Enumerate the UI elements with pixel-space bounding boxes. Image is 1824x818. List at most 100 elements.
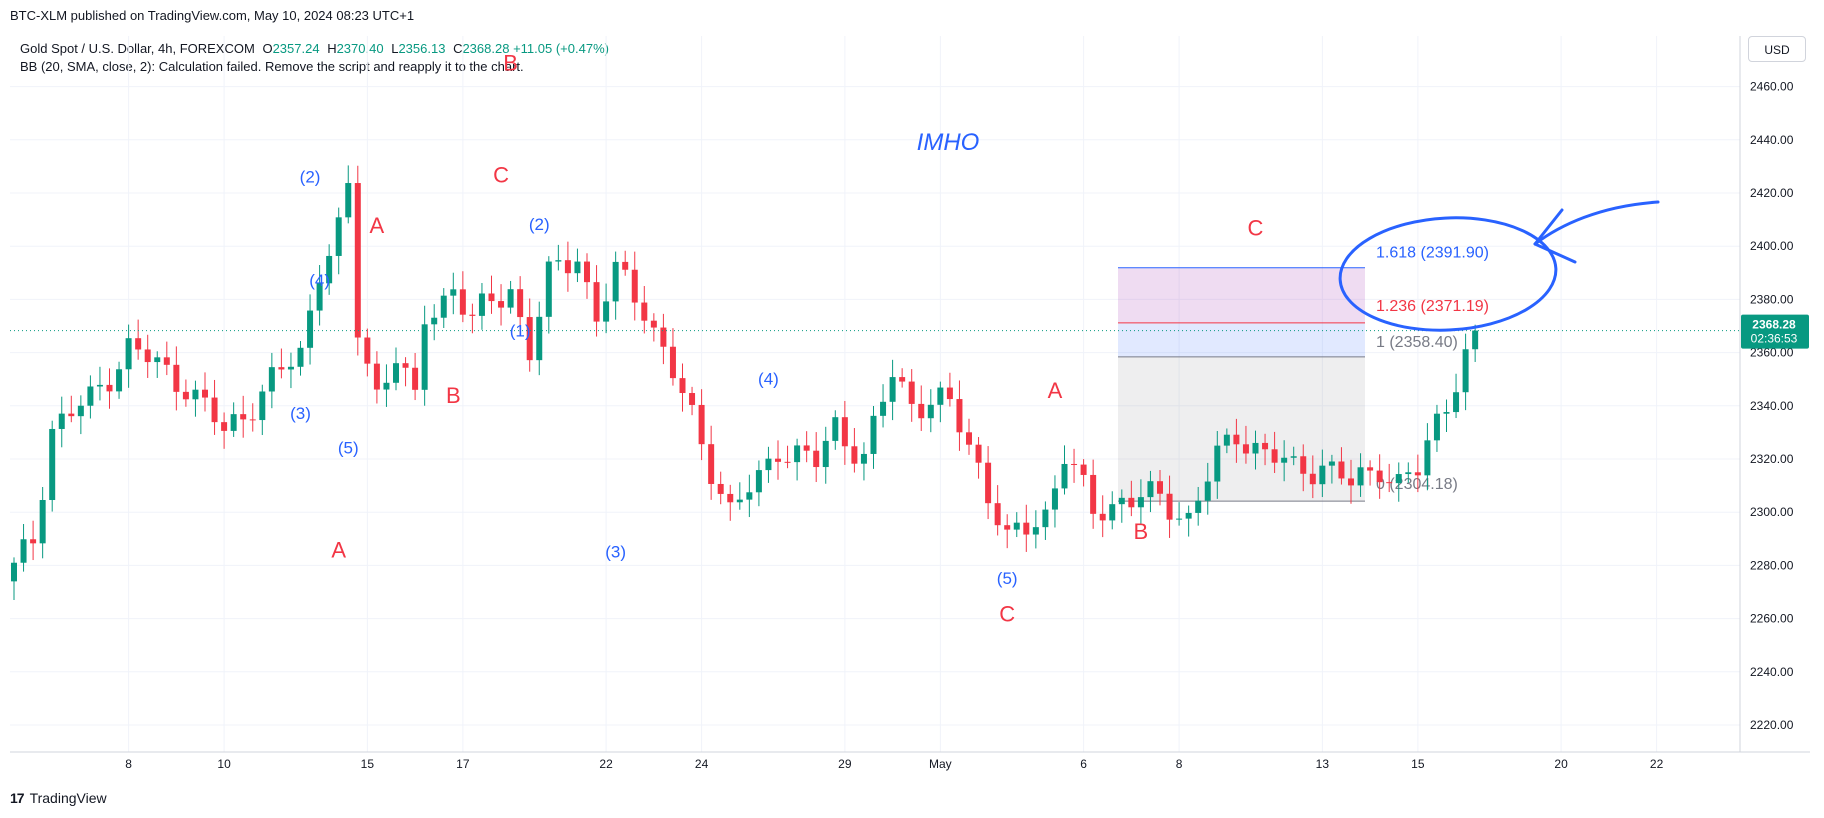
x-tick-label: 22: [1650, 757, 1664, 771]
candle-body: [259, 391, 266, 421]
candle-body: [268, 367, 275, 392]
imho-note: IMHO: [917, 129, 980, 156]
candle-body: [908, 381, 915, 404]
y-tick-label: 2360.00: [1750, 346, 1794, 360]
wave-label-red: B: [503, 51, 518, 76]
candle-body: [927, 404, 934, 419]
chart-legend: Gold Spot / U.S. Dollar, 4h, FOREXCOM O 2…: [20, 40, 609, 76]
fib-zone[interactable]: [1118, 356, 1365, 502]
candle-body: [946, 387, 953, 400]
candle-body: [1137, 497, 1144, 508]
fib-level-label: 0 (2304.18): [1376, 476, 1458, 493]
candle-body: [1157, 481, 1163, 494]
candle-body: [1023, 522, 1030, 535]
candle-body: [498, 301, 505, 308]
candle-body: [1090, 474, 1097, 514]
candle-body: [11, 562, 17, 582]
candle-body: [1328, 461, 1335, 466]
fib-zone[interactable]: [1118, 322, 1365, 357]
candle-body: [1262, 442, 1269, 450]
candle-body: [736, 499, 743, 503]
candle-body: [899, 377, 906, 382]
y-tick-label: 2300.00: [1750, 505, 1794, 519]
candle-body: [421, 324, 428, 390]
hand-drawn-circle[interactable]: [1337, 212, 1559, 335]
candle-body: [727, 493, 734, 503]
candle-body: [202, 389, 208, 398]
x-tick-label: 15: [1411, 757, 1425, 771]
candle-body: [1061, 463, 1068, 489]
candle-body: [49, 428, 56, 501]
fib-level-label: 1 (2358.40): [1376, 334, 1458, 351]
candle-body: [1271, 449, 1278, 463]
candle-body: [450, 289, 457, 296]
candle-body: [144, 349, 151, 363]
candle-body: [1453, 392, 1460, 413]
candle-body: [1042, 509, 1049, 528]
candle-body: [431, 317, 438, 325]
symbol-title[interactable]: Gold Spot / U.S. Dollar, 4h, FOREXCOM: [20, 41, 255, 56]
candle-body: [373, 363, 380, 390]
candle-body: [173, 364, 180, 392]
candle-body: [364, 337, 371, 364]
fib-zone[interactable]: [1118, 267, 1365, 323]
candle-body: [383, 382, 390, 390]
candle-body: [564, 260, 571, 274]
candle-body: [77, 405, 84, 417]
wave-label-red: C: [1248, 216, 1264, 241]
candle-body: [30, 539, 37, 544]
candle-body: [1185, 512, 1192, 519]
candle-body: [488, 293, 495, 302]
candle-body: [794, 445, 801, 463]
candle-body: [1204, 481, 1211, 501]
candle-body: [698, 404, 705, 445]
candle-body: [1462, 349, 1469, 393]
candle-body: [163, 357, 170, 365]
candle-body: [507, 289, 514, 308]
high-value: 2370.40: [336, 41, 384, 56]
y-tick-label: 2260.00: [1750, 612, 1794, 626]
candle-body: [316, 283, 323, 311]
candle-body: [1405, 472, 1412, 475]
candle-body: [1004, 525, 1011, 530]
candle-body: [1147, 481, 1154, 498]
tradingview-footer[interactable]: 17 TradingView: [10, 790, 107, 806]
candle-body: [1166, 493, 1173, 520]
wave-label-red: A: [331, 537, 346, 562]
y-tick-label: 2280.00: [1750, 558, 1794, 572]
candle-body: [975, 444, 982, 463]
candle-body: [517, 289, 524, 318]
candle-body: [58, 413, 65, 429]
y-tick-label: 2320.00: [1750, 452, 1794, 466]
candle-body: [106, 384, 113, 392]
hand-drawn-arrow[interactable]: [1533, 200, 1660, 246]
candle-body: [459, 289, 466, 315]
candle-body: [641, 302, 648, 321]
indicator-error[interactable]: BB (20, SMA, close, 2): Calculation fail…: [20, 59, 524, 74]
candle-body: [278, 367, 285, 370]
candle-body: [1080, 464, 1087, 475]
x-tick-label: 6: [1080, 757, 1087, 771]
candle-body: [1319, 465, 1326, 485]
candle-body: [822, 440, 829, 468]
candle-body: [1348, 478, 1354, 486]
wave-label-blue: (5): [997, 569, 1018, 588]
candle-body: [1443, 412, 1450, 414]
candle-body: [775, 458, 781, 462]
candle-body: [717, 483, 724, 494]
open-label: O: [262, 41, 273, 56]
candle-body: [1013, 522, 1020, 530]
candle-body: [880, 401, 887, 416]
candle-body: [1281, 457, 1288, 463]
tradingview-logo-icon: 17: [10, 790, 25, 806]
candle-body: [803, 445, 810, 451]
candle-body: [1300, 456, 1307, 474]
y-tick-label: 2220.00: [1750, 718, 1794, 732]
candle-body: [612, 261, 619, 302]
candle-body: [1242, 444, 1249, 454]
x-tick-label: 10: [217, 757, 231, 771]
currency-button[interactable]: USD: [1748, 36, 1806, 62]
candle-body: [87, 386, 94, 406]
candle-body: [689, 393, 696, 405]
